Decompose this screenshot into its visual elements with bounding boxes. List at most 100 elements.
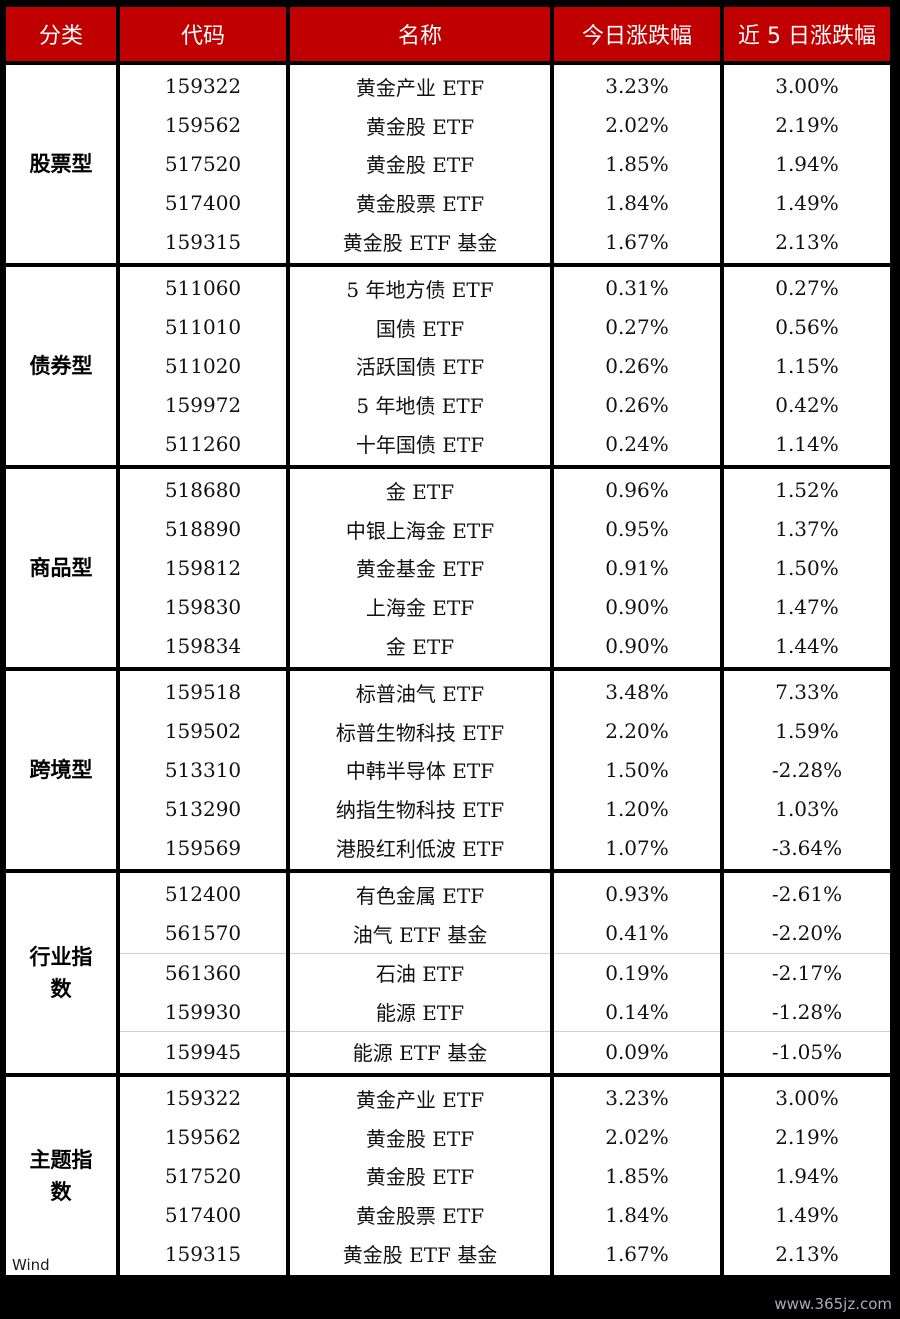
today-change-cell: 0.41%	[605, 921, 669, 946]
code-cell: 518890	[164, 517, 242, 542]
code-cell: 159830	[164, 594, 242, 619]
name-column: 有色金属 ETF 油气 ETF 基金 石油 ETF 能源 ETF 能源 ETF 基金	[290, 872, 550, 1073]
five-day-change-cell: 1.37%	[775, 517, 839, 542]
today-change-cell: 2.20%	[605, 719, 669, 744]
name-cell: 黄金股票 ETF	[355, 1204, 485, 1229]
name-cell: 黄金股 ETF	[365, 114, 475, 139]
category-cell: 商品型	[6, 468, 116, 667]
five-day-change-cell: 2.13%	[775, 229, 839, 254]
five-day-change-cell: 1.49%	[775, 190, 839, 215]
five-day-change-cell: 1.49%	[775, 1202, 839, 1227]
today-change-cell: 0.24%	[605, 431, 669, 456]
code-column: 159322 159562 517520 517400 159315	[120, 1076, 286, 1275]
name-column: 标普油气 ETF 标普生物科技 ETF 中韩半导体 ETF 纳指生物科技 ETF 港股红…	[290, 670, 550, 869]
today-change-column: 0.31% 0.27% 0.26% 0.26% 0.24%	[554, 266, 720, 465]
group-separator	[6, 464, 890, 469]
today-change-cell: 2.02%	[605, 113, 669, 138]
code-cell: 561570	[164, 921, 242, 946]
code-cell: 159972	[164, 392, 242, 417]
five-day-change-cell: 1.15%	[775, 353, 839, 378]
category-cell: 主题指数	[6, 1076, 116, 1275]
today-change-cell: 0.19%	[554, 952, 720, 993]
today-change-cell: 1.50%	[605, 757, 669, 782]
code-cell: 513310	[164, 757, 242, 782]
today-change-cell: 2.02%	[605, 1125, 669, 1150]
etf-table: 分类 代码 名称 今日涨跌幅 近 5 日涨跌幅 股票型 159322 159562 5…	[6, 7, 894, 1275]
today-change-cell: 1.20%	[605, 796, 669, 821]
today-change-cell: 0.91%	[605, 555, 669, 580]
five-day-change-cell: 2.19%	[775, 113, 839, 138]
five-day-change-cell: -1.28%	[771, 999, 843, 1024]
code-cell: 159315	[164, 1241, 242, 1266]
code-column: 511060 511010 511020 159972 511260	[120, 266, 286, 465]
five-day-change-cell: 1.94%	[775, 1163, 839, 1188]
source-note: Wind	[12, 1256, 50, 1274]
today-change-cell: 0.14%	[605, 999, 669, 1024]
today-change-column: 0.93% 0.41% 0.19% 0.14% 0.09%	[554, 872, 720, 1073]
today-change-cell: 0.96%	[605, 478, 669, 503]
five-day-change-cell: -2.17%	[724, 952, 890, 993]
name-cell: 5 年地方债 ETF	[346, 277, 494, 302]
five-day-change-column: 1.52% 1.37% 1.50% 1.47% 1.44%	[724, 468, 890, 667]
name-cell: 国债 ETF	[375, 316, 465, 341]
code-cell: 159562	[164, 113, 242, 138]
category-cell: 跨境型	[6, 670, 116, 869]
code-cell: 517400	[164, 1202, 242, 1227]
code-cell: 159930	[164, 999, 242, 1024]
header-today-change: 今日涨跌幅	[554, 7, 720, 61]
name-cell: 黄金股 ETF 基金	[342, 231, 498, 256]
code-column: 159322 159562 517520 517400 159315	[120, 65, 286, 263]
name-cell: 黄金产业 ETF	[355, 1087, 485, 1112]
five-day-change-cell: 1.14%	[775, 431, 839, 456]
today-change-cell: 1.84%	[605, 1202, 669, 1227]
name-cell: 纳指生物科技 ETF	[335, 798, 505, 823]
name-cell: 黄金股 ETF	[365, 1126, 475, 1151]
five-day-change-cell: 3.00%	[775, 74, 839, 99]
name-cell: 黄金产业 ETF	[355, 75, 485, 100]
today-change-cell: 3.48%	[605, 680, 669, 705]
name-cell: 上海金 ETF	[365, 596, 475, 621]
code-cell: 511060	[164, 276, 242, 301]
code-cell: 517520	[164, 151, 242, 176]
five-day-change-cell: 1.44%	[775, 633, 839, 658]
name-cell: 金 ETF	[385, 479, 455, 504]
today-change-cell: 0.93%	[605, 882, 669, 907]
today-change-cell: 0.26%	[605, 392, 669, 417]
code-column: 159518 159502 513310 513290 159569	[120, 670, 286, 869]
group-separator	[6, 868, 890, 873]
name-cell: 油气 ETF 基金	[352, 922, 488, 947]
name-cell: 黄金股票 ETF	[355, 192, 485, 217]
code-cell: 159502	[164, 719, 242, 744]
today-change-column: 3.48% 2.20% 1.50% 1.20% 1.07%	[554, 670, 720, 869]
five-day-change-cell: 0.42%	[775, 392, 839, 417]
today-change-cell: 0.27%	[605, 315, 669, 340]
code-cell: 517520	[164, 1163, 242, 1188]
code-cell: 518680	[164, 478, 242, 503]
code-cell: 159945	[120, 1031, 286, 1071]
five-day-change-cell: 1.94%	[775, 151, 839, 176]
name-cell: 黄金股 ETF	[365, 1165, 475, 1190]
code-cell: 159518	[164, 680, 242, 705]
five-day-change-cell: 1.59%	[775, 719, 839, 744]
five-day-change-cell: 2.19%	[775, 1125, 839, 1150]
code-cell: 159569	[164, 835, 242, 860]
code-cell: 511020	[164, 353, 242, 378]
name-cell: 5 年地债 ETF	[356, 394, 484, 419]
code-column: 512400 561570 561360 159930 159945	[120, 872, 286, 1073]
name-column: 黄金产业 ETF 黄金股 ETF 黄金股 ETF 黄金股票 ETF 黄金股 ETF 基金	[290, 65, 550, 263]
code-cell: 517400	[164, 190, 242, 215]
five-day-change-cell: -2.20%	[771, 921, 843, 946]
today-change-cell: 1.07%	[605, 835, 669, 860]
today-change-cell: 0.09%	[554, 1031, 720, 1071]
five-day-change-cell: 1.03%	[775, 796, 839, 821]
today-change-cell: 0.26%	[605, 353, 669, 378]
today-change-cell: 0.31%	[605, 276, 669, 301]
name-column: 5 年地方债 ETF 国债 ETF 活跃国债 ETF 5 年地债 ETF 十年国债 ET…	[290, 266, 550, 465]
name-cell: 能源 ETF 基金	[290, 1031, 550, 1071]
watermark-text: www.365jz.com	[774, 1295, 892, 1313]
category-cell: 债券型	[6, 266, 116, 465]
today-change-column: 0.96% 0.95% 0.91% 0.90% 0.90%	[554, 468, 720, 667]
code-cell: 561360	[120, 952, 286, 993]
today-change-cell: 1.85%	[605, 1163, 669, 1188]
five-day-change-cell: 0.27%	[775, 276, 839, 301]
